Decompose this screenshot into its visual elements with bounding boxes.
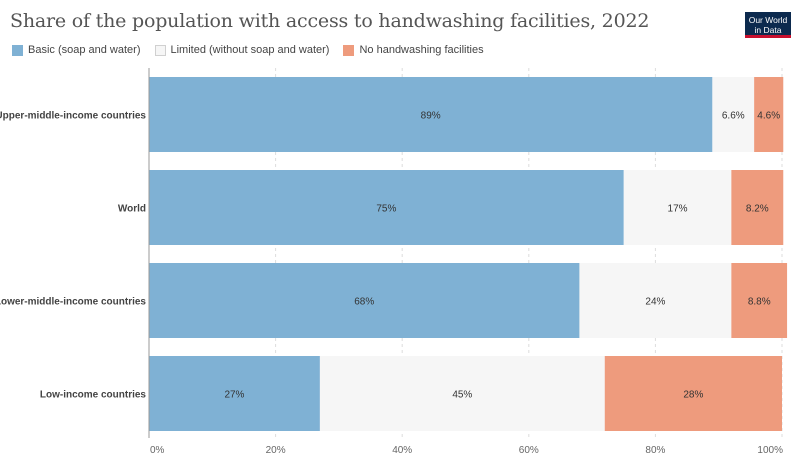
- logo-line-1: Our World: [748, 15, 788, 25]
- bar-none-upper-middle-income-countries: [754, 77, 784, 152]
- logo-line-2: in Data: [754, 25, 782, 35]
- x-tick-label-0: 0%: [150, 445, 165, 456]
- legend-label-limited: Limited (without soap and water): [170, 44, 330, 56]
- x-tick-label-100: 100%: [757, 445, 783, 456]
- owid-logo[interactable]: Our World in Data: [745, 12, 791, 38]
- legend-label-basic: Basic (soap and water): [28, 44, 141, 56]
- data-label-basic-lower-middle-income-countries: 68%: [354, 297, 374, 308]
- legend-swatch-none: [343, 44, 355, 56]
- data-label-none-low-income-countries: 28%: [683, 390, 703, 401]
- chart-title: Share of the population with access to h…: [10, 10, 650, 32]
- data-label-basic-upper-middle-income-countries: 89%: [421, 111, 441, 122]
- bar-limited-low-income-countries: [319, 356, 605, 431]
- data-label-limited-upper-middle-income-countries: 6.6%: [722, 111, 745, 122]
- bar-limited-lower-middle-income-countries: [579, 263, 732, 338]
- data-label-none-upper-middle-income-countries: 4.6%: [757, 111, 780, 122]
- x-tick-label-80: 80%: [645, 445, 665, 456]
- bar-none-low-income-countries: [604, 356, 782, 431]
- data-label-basic-world: 75%: [376, 204, 396, 215]
- bar-basic-low-income-countries: [149, 356, 320, 431]
- legend-swatch-basic: [12, 44, 23, 56]
- bar-none-world: [731, 170, 784, 245]
- bar-none-lower-middle-income-countries: [731, 263, 788, 338]
- category-label-world: World: [118, 204, 146, 215]
- legend-item-none[interactable]: No handwashing facilities: [343, 44, 484, 56]
- x-tick-label-20: 20%: [266, 445, 286, 456]
- legend: Basic (soap and water) Limited (without …: [12, 44, 484, 56]
- data-label-limited-low-income-countries: 45%: [452, 390, 472, 401]
- data-label-limited-lower-middle-income-countries: 24%: [645, 297, 665, 308]
- x-tick-label-40: 40%: [392, 445, 412, 456]
- data-label-none-world: 8.2%: [746, 204, 769, 215]
- legend-swatch-limited: [154, 44, 166, 56]
- legend-item-limited[interactable]: Limited (without soap and water): [154, 44, 330, 56]
- category-label-low-income-countries: Low-income countries: [40, 390, 147, 401]
- data-label-basic-low-income-countries: 27%: [224, 390, 244, 401]
- data-label-none-lower-middle-income-countries: 8.8%: [748, 297, 771, 308]
- bar-basic-lower-middle-income-countries: [149, 263, 580, 338]
- bar-limited-upper-middle-income-countries: [712, 77, 755, 152]
- legend-label-none: No handwashing facilities: [359, 44, 484, 56]
- bar-limited-world: [623, 170, 732, 245]
- data-label-limited-world: 17%: [668, 204, 688, 215]
- category-label-lower-middle-income-countries: Lower-middle-income countries: [0, 297, 146, 308]
- x-tick-label-60: 60%: [519, 445, 539, 456]
- bar-basic-world: [149, 170, 624, 245]
- legend-item-basic[interactable]: Basic (soap and water): [12, 44, 141, 56]
- category-label-upper-middle-income-countries: Upper-middle-income countries: [0, 111, 146, 122]
- bar-basic-upper-middle-income-countries: [149, 77, 713, 152]
